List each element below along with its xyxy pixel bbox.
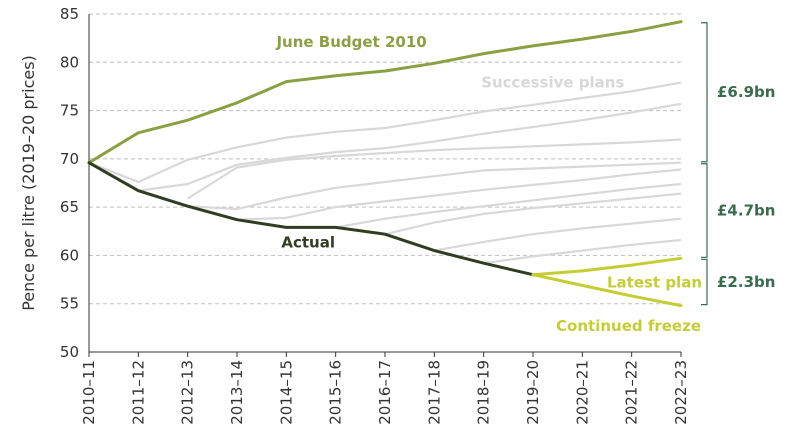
y-axis-title: Pence per litre (2019–20 prices)	[19, 55, 38, 311]
label-actual: Actual	[281, 234, 335, 252]
y-tick-55: 55	[60, 295, 79, 313]
successive-plan-line-6	[335, 182, 682, 229]
label-latest-plan: Latest plan	[607, 273, 702, 291]
successive-plans-lines	[88, 81, 682, 265]
cost-brackets: £6.9bn £4.7bn £2.3bn	[701, 22, 775, 306]
successive-plan-line-1	[88, 81, 682, 184]
x-tick-label-2012–13: 2012–13	[179, 360, 197, 425]
bracket-line-2	[701, 163, 708, 258]
series-line-continued-freeze	[531, 273, 683, 308]
y-tick-50: 50	[60, 343, 79, 361]
label-june-budget-2010: June Budget 2010	[275, 33, 426, 51]
series-line-actual	[87, 161, 535, 277]
y-tick-80: 80	[60, 53, 79, 71]
x-tick-label-2020–21: 2020–21	[573, 360, 591, 425]
bracket-line-3	[701, 258, 708, 306]
x-tick-label-2015–16: 2015–16	[327, 360, 345, 425]
series-labels: June Budget 2010 Successive plans Actual…	[275, 33, 702, 335]
bracket-label-1: £6.9bn	[717, 83, 775, 101]
x-tick-label-2021–22: 2021–22	[623, 360, 641, 425]
series-line-june-budget-2010	[87, 20, 683, 165]
successive-plan-line-4	[187, 161, 682, 211]
x-tick-label-2018–19: 2018–19	[475, 360, 493, 425]
bracket-label-2: £4.7bn	[717, 202, 775, 220]
x-axis-tick-labels: 2010–11 2011–12 2012–13 2013–14 2014–15 2015–…	[80, 352, 690, 425]
y-axis-tick-labels: 50 55 60 65 70 75 80 85	[60, 5, 79, 361]
y-tick-75: 75	[60, 102, 79, 120]
successive-plan-line-9	[483, 238, 682, 265]
successive-plan-line-2	[138, 102, 682, 192]
x-tick-label-2011–12: 2011–12	[129, 360, 147, 425]
x-tick-label-2010–11: 2010–11	[80, 360, 98, 425]
x-tick-label-2022–23: 2022–23	[672, 360, 690, 425]
successive-plan-line-8	[434, 217, 682, 252]
y-tick-60: 60	[60, 246, 79, 264]
successive-plan-line-3	[187, 138, 682, 200]
y-tick-65: 65	[60, 198, 79, 216]
x-tick-label-2013–14: 2013–14	[228, 360, 246, 425]
x-tick-label-2017–18: 2017–18	[425, 360, 443, 425]
x-tick-label-2016–17: 2016–17	[376, 360, 394, 425]
label-successive-plans: Successive plans	[481, 73, 624, 91]
y-tick-70: 70	[60, 150, 79, 168]
x-tick-label-2014–15: 2014–15	[277, 360, 295, 425]
y-tick-85: 85	[60, 5, 79, 23]
gridlines	[89, 13, 681, 305]
series-line-latest-plan	[531, 256, 683, 277]
bracket-label-3: £2.3bn	[717, 273, 775, 291]
bracket-line-1	[701, 22, 708, 163]
series-lines	[87, 20, 683, 308]
x-tick-label-2019–20: 2019–20	[524, 360, 542, 425]
successive-plan-line-5	[236, 168, 682, 221]
label-continued-freeze: Continued freeze	[556, 317, 701, 335]
successive-plan-line-7	[384, 192, 682, 236]
